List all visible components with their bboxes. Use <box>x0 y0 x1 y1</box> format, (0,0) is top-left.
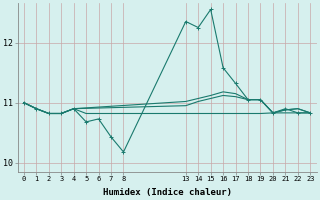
X-axis label: Humidex (Indice chaleur): Humidex (Indice chaleur) <box>103 188 232 197</box>
